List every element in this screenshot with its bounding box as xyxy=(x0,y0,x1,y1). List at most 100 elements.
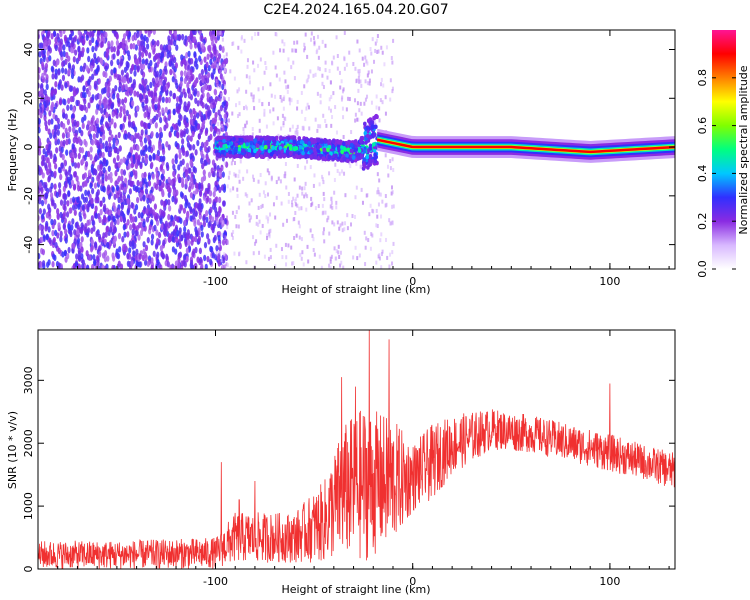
spectrogram-cell xyxy=(50,182,54,190)
spectrogram-cell xyxy=(356,256,359,261)
spectrogram-cell xyxy=(98,99,102,106)
spectrogram-cell xyxy=(368,212,371,217)
spectrogram-cell xyxy=(136,261,140,268)
spectrogram-cell xyxy=(192,208,196,215)
spectrogram-cell xyxy=(142,149,146,157)
spectrogram-cell xyxy=(332,91,335,96)
spectrogram-cell xyxy=(257,31,260,36)
spectrogram-cell xyxy=(54,242,58,249)
spectrogram-cell xyxy=(186,234,190,241)
spectrogram-cell xyxy=(296,129,299,134)
spectrogram-cell xyxy=(56,213,60,221)
spectrogram-cell xyxy=(102,133,106,141)
spectrogram-cell xyxy=(275,180,278,185)
spectrogram-cell xyxy=(306,194,309,199)
spectrogram-cell xyxy=(93,80,98,87)
spectrogram-cell xyxy=(234,153,239,159)
spectrogram-cell xyxy=(322,191,325,196)
spectrogram-cell xyxy=(147,211,151,219)
spectrogram-cell xyxy=(339,250,342,255)
spectrogram-cell xyxy=(312,147,317,153)
spectrogram-cell xyxy=(175,236,179,244)
spectrogram-cell xyxy=(221,223,224,228)
spectrogram-cell xyxy=(294,130,297,135)
spectrogram-cell xyxy=(194,149,198,156)
spectrogram-cell xyxy=(167,199,171,206)
spectrogram-cell xyxy=(62,44,66,51)
spectrogram-cell xyxy=(175,106,179,113)
spectrogram-cell xyxy=(387,173,390,178)
spectrogram-cell xyxy=(147,106,152,113)
spectrogram-cell xyxy=(198,182,202,189)
spectrogram-cell xyxy=(164,46,169,53)
spectrogram-cell xyxy=(163,225,167,232)
spectrogram-cell xyxy=(81,46,85,54)
spectrogram-cell xyxy=(123,96,128,104)
spectrogram-cell xyxy=(53,130,57,138)
spectrogram-band xyxy=(213,113,379,171)
spectrogram-cell xyxy=(203,254,207,262)
spectrogram-cell xyxy=(309,149,313,154)
spectrogram-cell xyxy=(85,264,90,269)
spectrogram-cell xyxy=(170,179,174,186)
spectrogram-cell xyxy=(112,238,116,245)
spectrogram-cell xyxy=(69,207,73,214)
spectrogram-cell xyxy=(56,58,60,66)
spectrogram-cell xyxy=(142,105,146,112)
spectrogram-cell xyxy=(47,119,51,126)
spectrogram-cell xyxy=(58,188,62,195)
spectrogram-cell xyxy=(52,59,56,67)
spectrogram-cell xyxy=(125,60,129,68)
spectrogram-cell xyxy=(98,151,102,159)
spectrogram-ridge xyxy=(376,138,675,154)
spectrogram-cell xyxy=(373,59,376,64)
spectrogram-cell xyxy=(357,76,360,81)
spectrogram-cell xyxy=(70,42,74,49)
spectrogram-cell xyxy=(376,49,379,54)
spectrogram-cell xyxy=(230,161,233,166)
spectrogram-cell xyxy=(126,219,130,226)
spectrogram-cell xyxy=(239,159,242,164)
spectrogram-cell xyxy=(210,224,214,231)
spectrogram-cell xyxy=(312,73,315,78)
spectrogram-cell xyxy=(389,221,392,226)
spectrogram-cell xyxy=(281,39,284,44)
spectrogram-cell xyxy=(90,119,94,127)
spectrogram-cell xyxy=(130,121,134,129)
spectrogram-cell xyxy=(45,233,49,241)
spectrogram-cell xyxy=(227,135,231,141)
spectrogram-cell xyxy=(339,263,342,268)
spectrogram-cell xyxy=(139,221,143,228)
spectrogram-cell xyxy=(174,141,178,148)
spectrogram-cell xyxy=(107,193,112,200)
spectrogram-cell xyxy=(331,61,334,66)
spectrogram-cell xyxy=(391,60,394,65)
spectrogram-cell xyxy=(294,202,297,207)
spectrogram-cell xyxy=(287,191,290,196)
spectrogram-cell xyxy=(269,247,272,252)
spectrogram-cell xyxy=(223,252,226,257)
spectrogram-cell xyxy=(194,202,198,209)
spectrogram-cell xyxy=(248,218,251,223)
spectrogram-cell xyxy=(63,250,67,257)
spectrogram-cell xyxy=(113,193,117,200)
spectrogram-cell xyxy=(127,114,131,121)
spectrogram-cell xyxy=(90,197,94,205)
spectrogram-cell xyxy=(146,236,150,244)
spectrogram-cell xyxy=(365,236,368,241)
spectrogram-cell xyxy=(235,137,239,142)
spectrogram-cell xyxy=(300,206,303,211)
spectrogram-cell xyxy=(100,58,104,66)
spectrogram-cell xyxy=(41,72,45,80)
spectrogram-cell xyxy=(38,51,42,58)
spectrogram-cell xyxy=(38,194,42,201)
spectrogram-cell xyxy=(165,253,169,261)
spectrogram-cell xyxy=(54,229,58,237)
spectrogram-cell xyxy=(116,49,120,57)
spectrogram-cell xyxy=(213,60,217,67)
spectrogram-cell xyxy=(145,207,149,215)
spectrogram-cell xyxy=(38,208,42,215)
spectrogram-cell xyxy=(252,235,255,240)
spectrogram-cell xyxy=(193,30,197,36)
spectrogram-cell xyxy=(257,205,260,210)
